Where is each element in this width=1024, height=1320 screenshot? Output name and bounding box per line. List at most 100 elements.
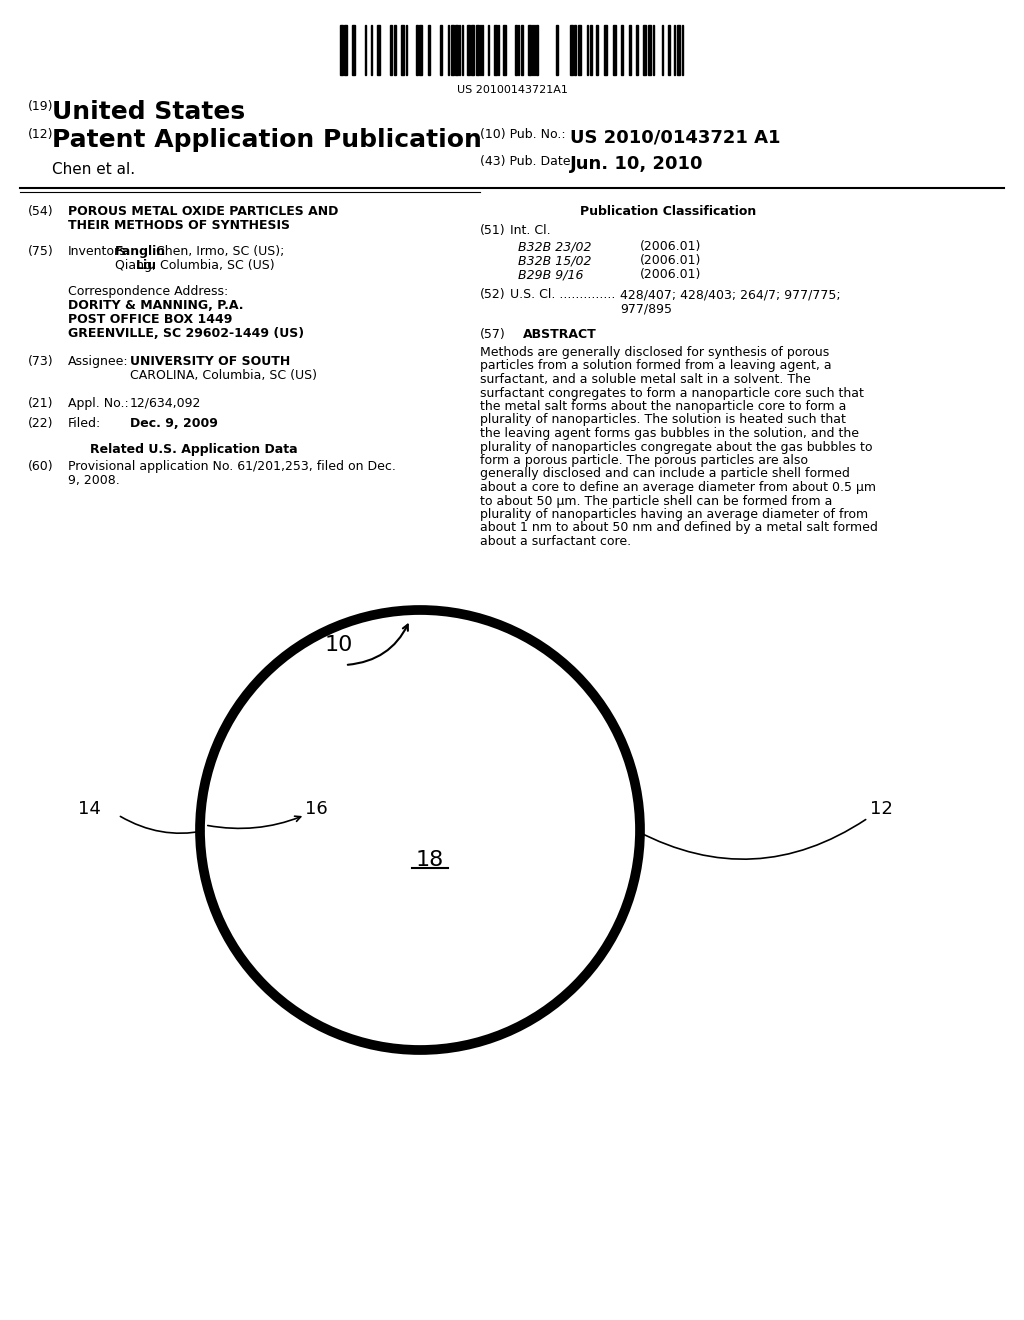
Bar xyxy=(521,25,523,75)
Text: (75): (75) xyxy=(28,246,53,257)
Text: 428/407; 428/403; 264/7; 977/775;: 428/407; 428/403; 264/7; 977/775; xyxy=(620,288,841,301)
Bar xyxy=(528,25,531,75)
Bar xyxy=(471,25,474,75)
Bar xyxy=(648,25,651,75)
Text: Patent Application Publication: Patent Application Publication xyxy=(52,128,482,152)
Text: POST OFFICE BOX 1449: POST OFFICE BOX 1449 xyxy=(68,313,232,326)
Text: Int. Cl.: Int. Cl. xyxy=(510,224,551,238)
Text: 12: 12 xyxy=(870,800,893,818)
Text: CAROLINA, Columbia, SC (US): CAROLINA, Columbia, SC (US) xyxy=(130,370,317,381)
Text: 18: 18 xyxy=(416,850,444,870)
Bar xyxy=(344,25,347,75)
Text: 14: 14 xyxy=(78,800,101,818)
Bar xyxy=(515,25,517,75)
Text: Chen, Irmo, SC (US);: Chen, Irmo, SC (US); xyxy=(152,246,285,257)
Text: DORITY & MANNING, P.A.: DORITY & MANNING, P.A. xyxy=(68,300,244,312)
Bar xyxy=(536,25,538,75)
Text: about a core to define an average diameter from about 0.5 μm: about a core to define an average diamet… xyxy=(480,480,876,494)
Text: (2006.01): (2006.01) xyxy=(640,253,701,267)
Text: Correspondence Address:: Correspondence Address: xyxy=(68,285,228,298)
Bar xyxy=(440,25,442,75)
Text: (57): (57) xyxy=(480,327,506,341)
Text: Related U.S. Application Data: Related U.S. Application Data xyxy=(90,444,298,455)
Text: 12/634,092: 12/634,092 xyxy=(130,397,202,411)
Text: Provisional application No. 61/201,253, filed on Dec.: Provisional application No. 61/201,253, … xyxy=(68,459,396,473)
Text: about 1 nm to about 50 nm and defined by a metal salt formed: about 1 nm to about 50 nm and defined by… xyxy=(480,521,878,535)
Bar xyxy=(668,25,670,75)
Bar xyxy=(503,25,506,75)
Bar xyxy=(340,25,343,75)
Text: (10) Pub. No.:: (10) Pub. No.: xyxy=(480,128,565,141)
Bar xyxy=(596,25,598,75)
Text: U.S. Cl. ..............: U.S. Cl. .............. xyxy=(510,288,615,301)
Bar xyxy=(629,25,631,75)
Text: 977/895: 977/895 xyxy=(620,302,672,315)
Text: particles from a solution formed from a leaving agent, a: particles from a solution formed from a … xyxy=(480,359,831,372)
Text: Methods are generally disclosed for synthesis of porous: Methods are generally disclosed for synt… xyxy=(480,346,829,359)
Text: 16: 16 xyxy=(305,800,328,818)
Text: 9, 2008.: 9, 2008. xyxy=(68,474,120,487)
Text: about a surfactant core.: about a surfactant core. xyxy=(480,535,631,548)
Bar xyxy=(394,25,396,75)
Text: Filed:: Filed: xyxy=(68,417,101,430)
Text: Jun. 10, 2010: Jun. 10, 2010 xyxy=(570,154,703,173)
Text: Appl. No.:: Appl. No.: xyxy=(68,397,129,411)
Text: , Columbia, SC (US): , Columbia, SC (US) xyxy=(152,259,274,272)
Text: Qiang: Qiang xyxy=(115,259,156,272)
Bar xyxy=(419,25,422,75)
Bar xyxy=(377,25,380,75)
Text: surfactant congregates to form a nanoparticle core such that: surfactant congregates to form a nanopar… xyxy=(480,387,864,400)
Text: US 20100143721A1: US 20100143721A1 xyxy=(457,84,567,95)
Text: plurality of nanoparticles. The solution is heated such that: plurality of nanoparticles. The solution… xyxy=(480,413,846,426)
Bar xyxy=(451,25,454,75)
Text: Chen et al.: Chen et al. xyxy=(52,162,135,177)
Bar xyxy=(574,25,575,75)
Bar xyxy=(677,25,680,75)
Text: surfactant, and a soluble metal salt in a solvent. The: surfactant, and a soluble metal salt in … xyxy=(480,374,811,385)
Bar xyxy=(621,25,623,75)
Bar xyxy=(578,25,581,75)
Text: Liu: Liu xyxy=(136,259,157,272)
Text: Assignee:: Assignee: xyxy=(68,355,129,368)
Bar xyxy=(636,25,638,75)
Text: the leaving agent forms gas bubbles in the solution, and the: the leaving agent forms gas bubbles in t… xyxy=(480,426,859,440)
Text: ABSTRACT: ABSTRACT xyxy=(523,327,597,341)
Bar xyxy=(416,25,418,75)
Text: B32B 23/02: B32B 23/02 xyxy=(518,240,592,253)
Bar xyxy=(556,25,558,75)
Text: Fanglin: Fanglin xyxy=(115,246,166,257)
Text: (73): (73) xyxy=(28,355,53,368)
Text: Publication Classification: Publication Classification xyxy=(580,205,757,218)
Bar xyxy=(494,25,497,75)
Text: plurality of nanoparticles congregate about the gas bubbles to: plurality of nanoparticles congregate ab… xyxy=(480,441,872,454)
Text: (51): (51) xyxy=(480,224,506,238)
Text: the metal salt forms about the nanoparticle core to form a: the metal salt forms about the nanoparti… xyxy=(480,400,847,413)
Text: generally disclosed and can include a particle shell formed: generally disclosed and can include a pa… xyxy=(480,467,850,480)
Text: (60): (60) xyxy=(28,459,53,473)
Text: (22): (22) xyxy=(28,417,53,430)
Text: (2006.01): (2006.01) xyxy=(640,240,701,253)
Bar xyxy=(643,25,646,75)
Text: (21): (21) xyxy=(28,397,53,411)
Text: 10: 10 xyxy=(325,635,353,655)
Text: (52): (52) xyxy=(480,288,506,301)
Text: United States: United States xyxy=(52,100,245,124)
Bar xyxy=(401,25,404,75)
Bar xyxy=(590,25,592,75)
Text: (12): (12) xyxy=(28,128,53,141)
Bar xyxy=(352,25,355,75)
Bar xyxy=(455,25,458,75)
Text: (43) Pub. Date:: (43) Pub. Date: xyxy=(480,154,574,168)
Text: Inventors:: Inventors: xyxy=(68,246,131,257)
Text: Dec. 9, 2009: Dec. 9, 2009 xyxy=(130,417,218,430)
Text: GREENVILLE, SC 29602-1449 (US): GREENVILLE, SC 29602-1449 (US) xyxy=(68,327,304,341)
Text: (2006.01): (2006.01) xyxy=(640,268,701,281)
Bar xyxy=(570,25,573,75)
Text: UNIVERSITY OF SOUTH: UNIVERSITY OF SOUTH xyxy=(130,355,290,368)
Bar xyxy=(428,25,430,75)
Text: B29B 9/16: B29B 9/16 xyxy=(518,268,584,281)
Text: THEIR METHODS OF SYNTHESIS: THEIR METHODS OF SYNTHESIS xyxy=(68,219,290,232)
Bar xyxy=(467,25,470,75)
Bar xyxy=(613,25,616,75)
Bar xyxy=(604,25,607,75)
